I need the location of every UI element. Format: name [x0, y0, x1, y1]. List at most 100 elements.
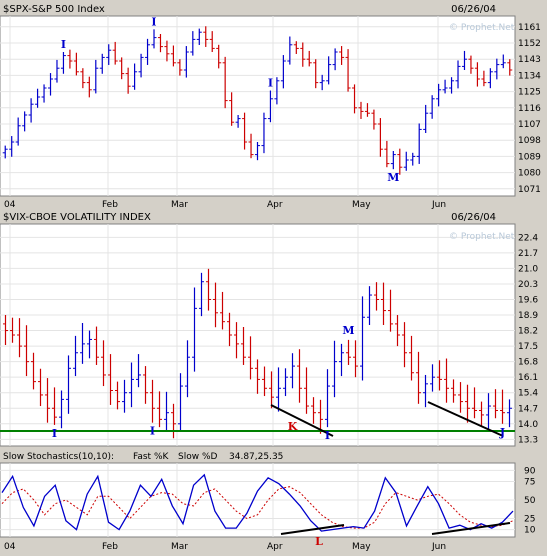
spx-x-tick: May — [352, 200, 371, 210]
spx-bar — [209, 31, 215, 52]
stoch-x-tick-labels: 04 Feb Mar Apr May Jun — [4, 542, 446, 552]
spx-annotation-i: I — [151, 15, 156, 28]
vix-bar — [311, 397, 316, 424]
vix-y-tick: 21.7 — [518, 249, 538, 259]
vix-bar — [500, 389, 505, 424]
spx-y-tick-labels: 1161 1152 1143 1134 1125 1116 1107 1098 1089 1080… — [518, 23, 541, 195]
spx-bar — [35, 88, 41, 108]
vix-bar — [367, 286, 372, 326]
spx-bar — [15, 117, 21, 146]
vix-bar — [444, 358, 449, 403]
vix-bar — [178, 373, 183, 432]
spx-bar — [423, 104, 429, 133]
vix-bar — [3, 315, 8, 345]
vix-bar — [10, 317, 15, 343]
vix-bar — [199, 272, 204, 317]
vix-bar — [479, 401, 484, 427]
spx-bar — [99, 53, 105, 74]
stoch-y-tick: 25 — [524, 515, 535, 525]
spx-plot-area — [0, 16, 515, 196]
spx-bar — [261, 112, 267, 154]
spx-annotation-m: M — [387, 171, 399, 184]
vix-y-tick-labels: 22.4 21.7 21.0 20.3 19.6 18.9 18.2 17.5 16.8 16.1… — [518, 233, 538, 445]
spx-bar — [106, 44, 112, 65]
spx-bar — [170, 45, 176, 67]
spx-annotation-i: I — [268, 77, 273, 90]
stoch-y-tick: 75 — [524, 478, 535, 488]
stoch-readout: 34.87,25.35 — [229, 452, 283, 462]
spx-bar — [390, 151, 396, 170]
spx-bar — [403, 151, 409, 171]
vix-annotation-j: J — [499, 426, 505, 439]
spx-annotation-i: I — [61, 38, 66, 51]
spx-bar — [442, 79, 448, 94]
vix-bar — [297, 349, 302, 403]
stoch-legend-fastk: Fast %K — [133, 452, 169, 462]
vix-annotation-i: I — [52, 427, 57, 440]
vix-y-tick: 14.7 — [518, 404, 538, 414]
spx-bar — [494, 58, 500, 80]
vix-bar — [255, 359, 260, 394]
vix-bar — [360, 296, 365, 381]
vix-bar — [24, 325, 29, 377]
spx-bar — [183, 46, 189, 78]
vix-bar — [437, 360, 442, 391]
vix-bar — [122, 379, 127, 413]
spx-bar — [306, 50, 312, 67]
stoch-x-tick: Feb — [102, 542, 118, 552]
stoch-annotation-l: L — [315, 535, 323, 548]
vix-bar — [402, 322, 407, 368]
spx-x-tick: Jun — [431, 200, 446, 210]
spx-x-tick: Apr — [267, 200, 283, 210]
spx-x-tick: Feb — [102, 200, 118, 210]
vix-annotations: I I I K M J — [52, 324, 505, 442]
vix-y-tick: 19.6 — [518, 295, 538, 305]
spx-bar — [436, 83, 442, 107]
spx-plot-border — [0, 15, 516, 197]
stoch-x-tick: May — [352, 542, 371, 552]
vix-y-tick: 14.0 — [518, 420, 538, 430]
vix-bar — [262, 366, 267, 397]
vix-bar — [318, 399, 323, 434]
spx-bar — [364, 103, 370, 117]
spx-bar — [474, 62, 480, 87]
stoch-trendline-l — [280, 524, 345, 535]
spx-y-tick: 1116 — [518, 104, 541, 114]
vix-bar — [129, 362, 134, 408]
spx-bar — [196, 28, 202, 45]
vix-bar — [276, 367, 281, 412]
spx-x-tick: Mar — [171, 200, 188, 210]
spx-bar — [487, 68, 493, 89]
spx-bar — [48, 73, 54, 96]
spx-y-tick: 1161 — [518, 23, 541, 33]
vix-watermark: © Prophet.Net — [449, 232, 515, 242]
vix-bar — [353, 340, 358, 378]
vix-bar — [416, 351, 421, 404]
spx-x-tick: 04 — [4, 200, 16, 210]
spx-bar — [500, 54, 506, 69]
spx-bar — [410, 152, 416, 166]
spx-bar — [2, 145, 8, 159]
vix-bar — [101, 340, 106, 387]
vix-bar — [451, 379, 456, 403]
spx-bar — [313, 59, 319, 89]
spx-bar — [242, 112, 248, 150]
spx-bar — [138, 53, 144, 78]
vix-bar — [339, 343, 344, 377]
stochastics-panel: Slow Stochastics(10,10): Fast %K Slow %D… — [0, 452, 536, 552]
spx-bar — [222, 56, 228, 109]
vix-trendline-j — [427, 401, 504, 437]
vix-bar — [206, 268, 211, 311]
spx-bar — [216, 44, 222, 69]
slow-d-line — [1, 486, 514, 529]
spx-bar — [274, 77, 280, 105]
vix-bar — [108, 354, 113, 405]
spx-bar — [125, 67, 131, 94]
vix-bar — [73, 335, 78, 377]
vix-bar — [465, 384, 470, 423]
spx-bar — [60, 52, 66, 74]
stoch-y-tick: 10 — [524, 526, 536, 536]
vix-bar — [430, 364, 435, 392]
vix-bar — [143, 366, 148, 404]
stoch-x-tick: 04 — [4, 542, 16, 552]
